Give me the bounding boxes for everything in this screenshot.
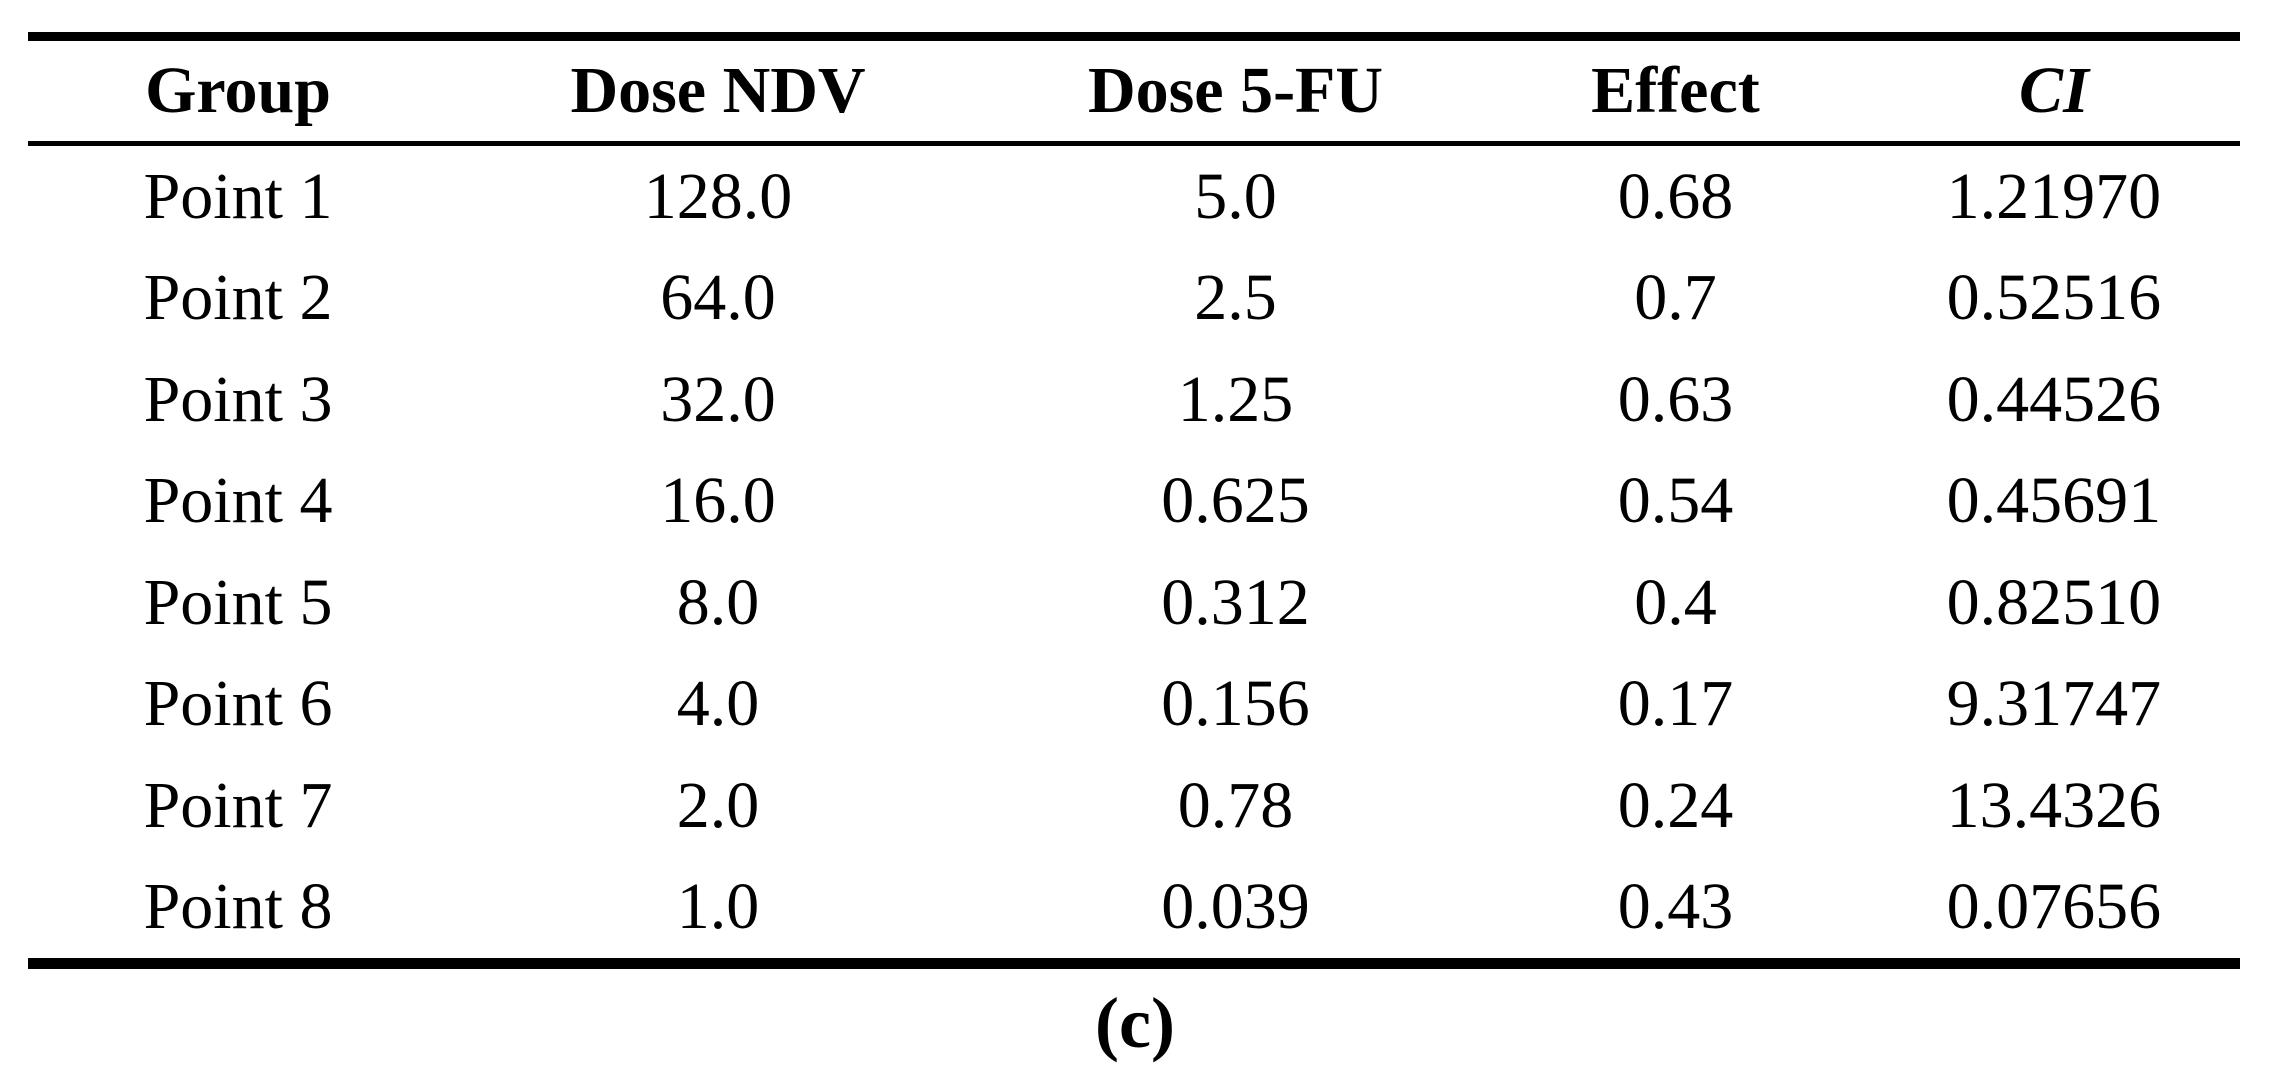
cell-ci: 9.31747: [1946, 667, 2162, 741]
table-header-row: Group Dose NDV Dose 5-FU Effect CI: [28, 41, 2240, 141]
results-table-figure: Group Dose NDV Dose 5-FU Effect CI Point…: [28, 32, 2240, 969]
cell-ci: 0.52516: [1946, 261, 2162, 335]
table-row: Point 1 128.0 5.0 0.68 1.21970: [28, 146, 2240, 248]
cell-group: Point 1: [143, 159, 333, 233]
cell-dose-ndv: 8.0: [676, 565, 760, 639]
cell-effect: 0.63: [1617, 362, 1734, 436]
cell-dose-5fu: 0.78: [1177, 768, 1294, 842]
cell-dose-5fu: 0.039: [1161, 870, 1310, 944]
table-body: Point 1 128.0 5.0 0.68 1.21970 Point 2 6…: [28, 146, 2240, 958]
cell-dose-ndv: 64.0: [660, 261, 776, 335]
cell-group: Point 8: [143, 870, 333, 944]
column-header-group: Group: [145, 54, 331, 127]
cell-effect: 0.68: [1617, 159, 1734, 233]
table-row: Point 7 2.0 0.78 0.24 13.4326: [28, 755, 2240, 857]
column-header-dose-5fu: Dose 5-FU: [1087, 54, 1384, 127]
column-header-effect: Effect: [1591, 54, 1760, 127]
cell-group: Point 4: [143, 464, 333, 538]
column-header-ci: CI: [2019, 54, 2089, 127]
cell-dose-ndv: 4.0: [676, 667, 760, 741]
cell-group: Point 2: [143, 261, 333, 335]
cell-dose-ndv: 1.0: [676, 870, 760, 944]
table-bottom-rule: [28, 958, 2240, 969]
cell-group: Point 5: [143, 565, 333, 639]
table-row: Point 5 8.0 0.312 0.4 0.82510: [28, 552, 2240, 654]
cell-effect: 0.43: [1617, 870, 1734, 944]
cell-ci: 0.07656: [1946, 870, 2162, 944]
cell-dose-5fu: 0.625: [1161, 464, 1310, 538]
cell-ci: 0.44526: [1946, 362, 2162, 436]
subfigure-caption: (c): [1095, 983, 1175, 1063]
cell-ci: 1.21970: [1946, 159, 2162, 233]
table-row: Point 6 4.0 0.156 0.17 9.31747: [28, 654, 2240, 756]
cell-dose-5fu: 1.25: [1177, 362, 1294, 436]
cell-dose-5fu: 2.5: [1194, 261, 1277, 335]
cell-ci: 0.82510: [1946, 565, 2162, 639]
cell-effect: 0.54: [1617, 464, 1734, 538]
cell-effect: 0.4: [1634, 565, 1717, 639]
column-header-dose-ndv: Dose NDV: [570, 54, 866, 127]
table-row: Point 8 1.0 0.039 0.43 0.07656: [28, 857, 2240, 959]
cell-dose-5fu: 0.312: [1161, 565, 1310, 639]
table-row: Point 3 32.0 1.25 0.63 0.44526: [28, 349, 2240, 451]
table-row: Point 4 16.0 0.625 0.54 0.45691: [28, 451, 2240, 553]
cell-dose-ndv: 2.0: [676, 768, 760, 842]
cell-dose-ndv: 16.0: [660, 464, 776, 538]
cell-dose-5fu: 0.156: [1161, 667, 1310, 741]
cell-dose-ndv: 128.0: [643, 159, 793, 233]
cell-group: Point 7: [143, 768, 333, 842]
cell-ci: 13.4326: [1946, 768, 2162, 842]
cell-dose-5fu: 5.0: [1194, 159, 1277, 233]
cell-dose-ndv: 32.0: [660, 362, 776, 436]
table-row: Point 2 64.0 2.5 0.7 0.52516: [28, 248, 2240, 350]
cell-effect: 0.24: [1617, 768, 1734, 842]
cell-group: Point 3: [143, 362, 333, 436]
cell-ci: 0.45691: [1946, 464, 2162, 538]
table-header-rule: [28, 141, 2240, 146]
cell-effect: 0.7: [1634, 261, 1717, 335]
table-top-rule: [28, 32, 2240, 41]
cell-effect: 0.17: [1617, 667, 1734, 741]
cell-group: Point 6: [143, 667, 333, 741]
